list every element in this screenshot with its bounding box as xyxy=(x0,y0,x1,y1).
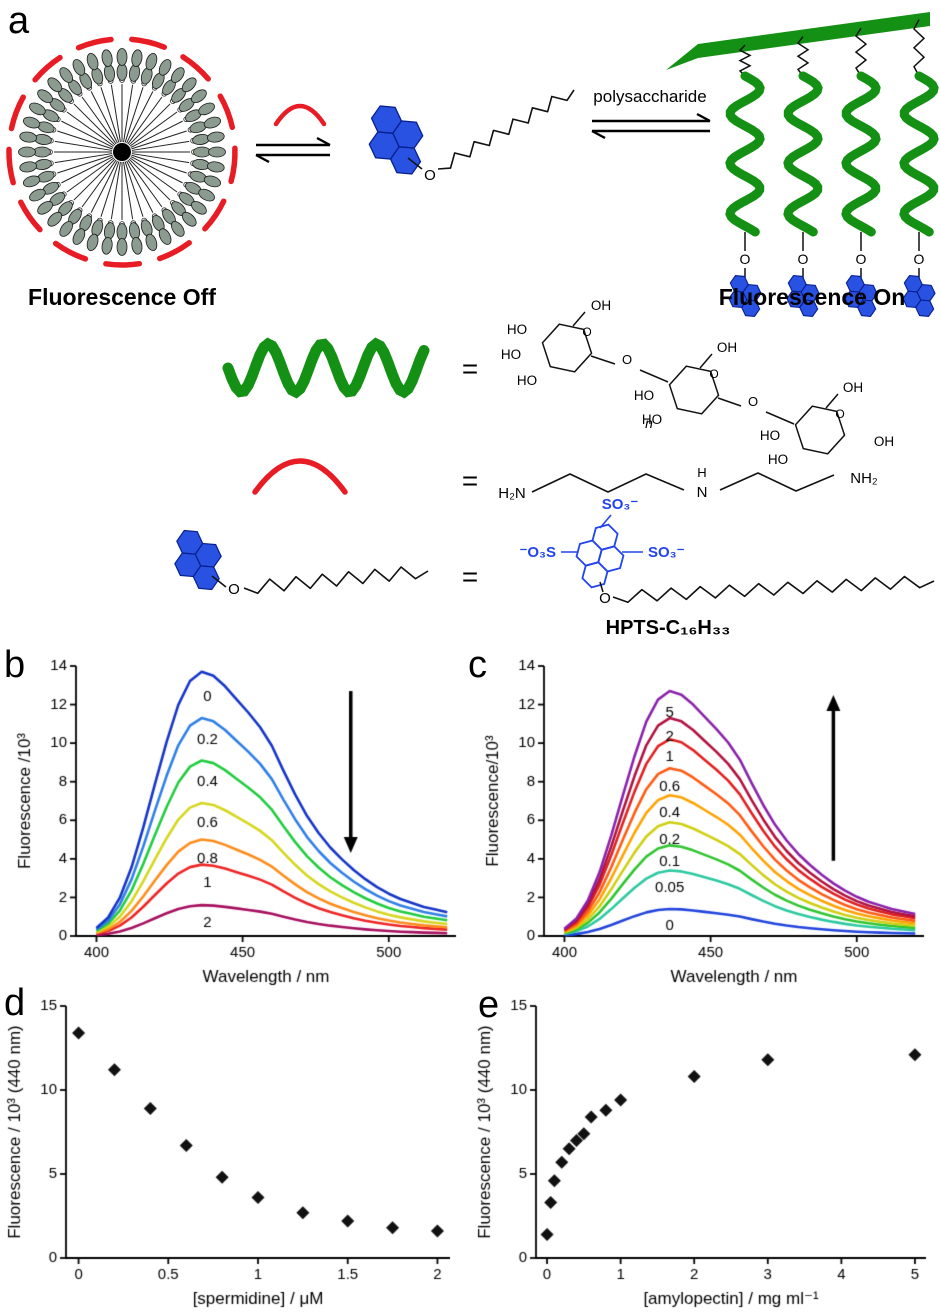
spermidine-crescent-icon xyxy=(52,240,89,262)
equilibrium-arrows xyxy=(255,136,331,164)
spermidine-crescent-icon xyxy=(103,260,143,268)
repeat-unit-n: n xyxy=(645,415,653,431)
sulfonate-label: ⁻O₃S xyxy=(519,544,556,561)
equals-sign: = xyxy=(462,561,478,592)
fluorescence-off-label: Fluorescence Off xyxy=(28,284,216,310)
sulfonate-label: SO₃⁻ xyxy=(602,496,639,513)
chart-c-spectra-amylopectin-titration xyxy=(478,652,936,992)
alkyl-chain xyxy=(437,89,575,170)
atom-label: O xyxy=(582,325,591,339)
atom-label: HO xyxy=(768,452,788,467)
oxygen-label: O xyxy=(856,251,867,267)
helix-ribbon xyxy=(841,71,881,237)
spermidine-crescent-icon xyxy=(32,54,63,83)
oxygen-label: O xyxy=(798,251,809,267)
micelle-core xyxy=(113,143,131,161)
alkyl-chain xyxy=(912,19,926,77)
spermidine-crescent-icon xyxy=(202,198,227,232)
pyrene-icon xyxy=(786,275,820,317)
polymer-backbone-ribbon xyxy=(698,12,930,58)
nitrogen-label: N xyxy=(697,484,708,501)
pyrene-icon xyxy=(368,105,424,175)
spermidine-crescent-legend-icon xyxy=(252,458,348,495)
spermidine-crescent-icon xyxy=(18,199,43,233)
atom-label: OH xyxy=(874,434,894,449)
atom-label: O xyxy=(709,367,718,381)
hydrogen-label: H xyxy=(697,465,706,480)
pyrene-icon xyxy=(174,529,222,591)
atom-label: OH xyxy=(717,340,737,355)
atom-label: OH xyxy=(591,298,611,313)
alkyl-chain xyxy=(854,27,868,77)
helix-ribbon xyxy=(899,71,939,237)
pyrene-icon xyxy=(728,275,762,317)
atom-label: OH xyxy=(843,380,863,395)
spermidine-crescent-icon xyxy=(228,145,238,185)
atom-label: O xyxy=(748,394,758,409)
spermidine-crescent-icon xyxy=(129,36,168,50)
atom-label: HO xyxy=(507,322,527,337)
polysaccharide-arrow-label: polysaccharide xyxy=(593,87,706,106)
equals-sign: = xyxy=(462,353,478,384)
atom-label: HO xyxy=(760,428,780,443)
hpts-legend-icon: O xyxy=(174,529,429,598)
atom-label: O xyxy=(622,352,632,367)
alkyl-chain xyxy=(612,575,935,604)
oxygen-label: O xyxy=(599,590,611,607)
chart-d-scatter-spermidine xyxy=(0,992,462,1314)
hpts-structure: SO₃⁻ ⁻O₃S SO₃⁻ O HPTS-C₁₆H₃₃ xyxy=(519,496,935,639)
helix-legend-icon xyxy=(222,337,430,399)
hpts-name-label: HPTS-C₁₆H₃₃ xyxy=(606,617,731,639)
equilibrium-arrows xyxy=(591,112,711,140)
spermidine-crescent-icon xyxy=(273,103,327,127)
atom-label: O xyxy=(835,407,844,421)
spermidine-crescent-icon xyxy=(75,36,114,51)
sulfonate-label: SO₃⁻ xyxy=(648,544,685,561)
atom-label: HO xyxy=(634,388,654,403)
oxygen-label: O xyxy=(740,251,751,267)
amine-label: H₂N xyxy=(498,485,526,502)
chart-e-scatter-amylopectin xyxy=(470,992,938,1314)
fluorescence-on-label: Fluorescence On xyxy=(719,284,906,310)
sugar-ring xyxy=(668,365,720,415)
pyrene-icon xyxy=(902,275,936,317)
hpts-pyrene-icon xyxy=(575,523,625,589)
sugar-ring xyxy=(794,405,846,455)
alkyl-chain xyxy=(738,44,752,77)
sugar-ring xyxy=(541,323,593,373)
chart-b-spectra-spermidine-titration xyxy=(10,652,468,992)
oxygen-label: O xyxy=(914,251,925,267)
micelle-illustration xyxy=(6,36,238,268)
helix-ribbon xyxy=(783,71,823,237)
hpts-surfactant-molecule: O xyxy=(368,89,575,184)
atom-label: HO xyxy=(642,412,662,427)
spermidine-crescent-icon xyxy=(217,93,236,131)
oxygen-label: O xyxy=(228,581,240,598)
spermidine-structure: H₂N NH NH₂ xyxy=(498,465,878,502)
atom-label: HO xyxy=(517,373,537,388)
oxygen-label: O xyxy=(424,167,436,184)
spermidine-crescent-icon xyxy=(8,94,26,132)
panel-letter-a: a xyxy=(8,0,30,42)
ribbon-tip xyxy=(666,44,698,70)
spermidine-crescent-icon xyxy=(6,146,16,186)
spermidine-crescent-icon xyxy=(156,240,192,262)
spermidine-crescent-icon xyxy=(180,54,211,82)
atom-label: HO xyxy=(501,347,521,362)
equals-sign: = xyxy=(462,465,478,496)
pyrene-icon xyxy=(844,275,878,317)
amine-label: NH₂ xyxy=(850,470,878,487)
helix-ribbon xyxy=(725,71,765,237)
alkyl-chain xyxy=(796,36,810,77)
